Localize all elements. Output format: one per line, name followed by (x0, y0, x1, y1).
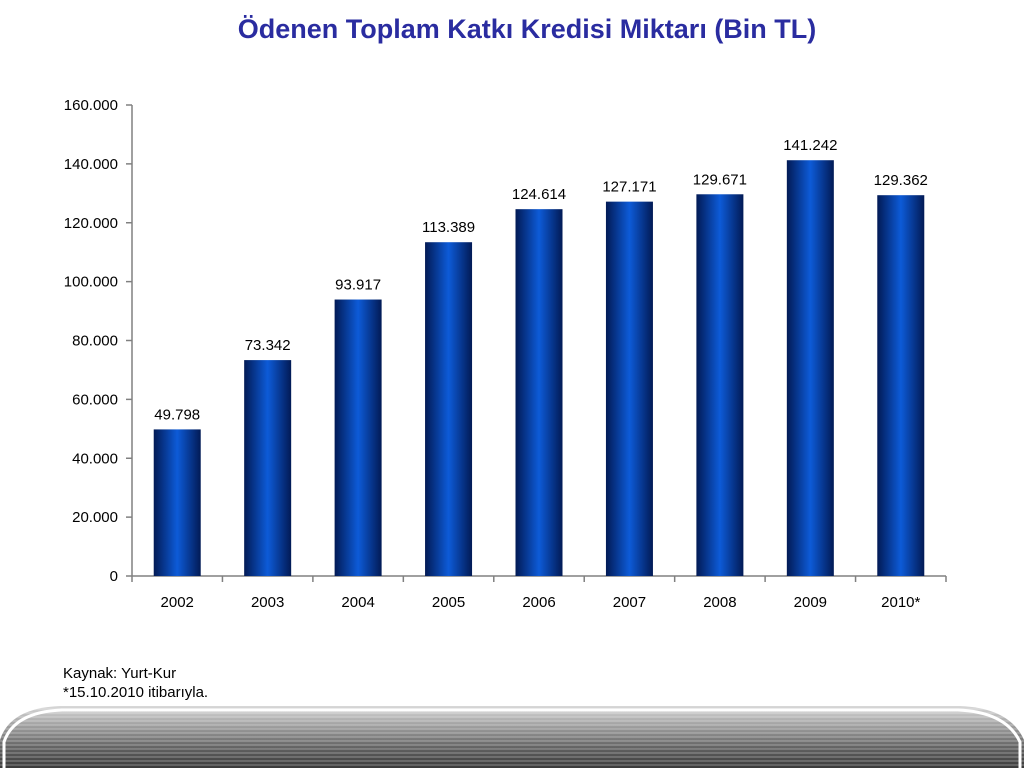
chart-labels: 49.798 2002 73.342 2003 93.917 2004 113.389 200… (154, 137, 928, 611)
x-tick-label: 2009 (794, 594, 827, 611)
x-tick-label: 2010* (881, 594, 920, 611)
y-tick-label: 40.000 (72, 450, 118, 467)
data-label: 124.614 (512, 186, 566, 203)
x-tick-label: 2008 (703, 594, 736, 611)
source-text: Kaynak: Yurt-Kur (63, 665, 177, 682)
chart-title: Ödenen Toplam Katkı Kredisi Miktarı (Bin… (237, 14, 817, 44)
bar (334, 299, 382, 576)
y-tick-label: 140.000 (64, 156, 118, 173)
bar (786, 160, 834, 576)
data-label: 113.389 (422, 219, 475, 236)
x-tick-label: 2006 (522, 594, 555, 611)
bar (244, 360, 292, 576)
bar (515, 209, 563, 576)
y-tick-label: 0 (110, 568, 118, 585)
data-label: 129.671 (693, 171, 747, 188)
x-tick-label: 2005 (432, 594, 465, 611)
y-tick-label: 80.000 (72, 333, 118, 350)
data-label: 129.362 (874, 172, 928, 189)
data-label: 49.798 (154, 406, 200, 423)
y-tick-label: 60.000 (72, 391, 118, 408)
bar (605, 201, 653, 576)
bar-chart: 0 20.000 40.000 60.000 80.000 100.000 120.000 1… (64, 97, 947, 611)
bar (877, 195, 925, 576)
data-label: 93.917 (335, 277, 381, 294)
x-tick-label: 2007 (613, 594, 646, 611)
y-tick-label: 160.000 (64, 97, 118, 114)
data-label: 141.242 (783, 137, 837, 154)
bar (696, 194, 744, 576)
bar (153, 429, 201, 576)
data-label: 73.342 (245, 337, 291, 354)
x-tick-label: 2003 (251, 594, 284, 611)
chart-bars (153, 160, 925, 577)
data-label: 127.171 (602, 179, 656, 196)
x-tick-label: 2004 (341, 594, 374, 611)
bar (425, 242, 473, 577)
y-tick-label: 20.000 (72, 509, 118, 526)
source-note: Kaynak: Yurt-Kur *15.10.2010 itibarıyla. (63, 664, 208, 702)
footer-decoration (0, 706, 1024, 768)
y-tick-label: 120.000 (64, 215, 118, 232)
x-tick-label: 2002 (161, 594, 194, 611)
y-tick-label: 100.000 (64, 274, 118, 291)
footnote-text: *15.10.2010 itibarıyla. (63, 684, 209, 701)
